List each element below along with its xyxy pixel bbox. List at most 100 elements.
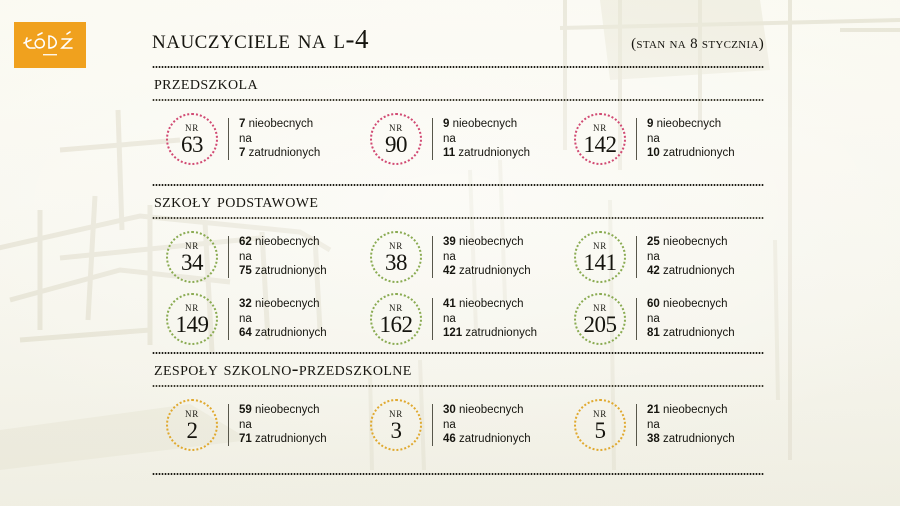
employed-count: 11 — [443, 147, 456, 160]
employed-word: zatrudnionych — [663, 265, 735, 278]
absent-word: nieobecnych — [459, 236, 524, 249]
dotted-ring-icon — [574, 231, 626, 283]
entry-cell[interactable]: NR 162 41 nieobecnych na 121 zatrudniony… — [356, 291, 560, 347]
section-rule-bottom — [152, 99, 764, 101]
entry-cell[interactable]: NR 142 9 nieobecnych na 10 zatrudnionych — [560, 111, 764, 167]
section-rule-top — [152, 184, 764, 186]
entry-cell[interactable]: NR 3 30 nieobecnych na 46 zatrudnionych — [356, 397, 560, 453]
absent-count: 7 — [239, 118, 246, 131]
na-word: na — [647, 250, 660, 263]
absent-word: nieobecnych — [459, 404, 524, 417]
absent-count: 21 — [647, 404, 660, 417]
entry-stats: 59 nieobecnych na 71 zatrudnionych — [239, 403, 327, 447]
na-word: na — [239, 250, 252, 263]
school-number-badge: NR 2 — [166, 399, 218, 451]
absent-count: 9 — [443, 118, 450, 131]
employed-word: zatrudnionych — [255, 265, 327, 278]
entry-cell[interactable]: NR 90 9 nieobecnych na 11 zatrudnionych — [356, 111, 560, 167]
na-word: na — [443, 132, 456, 145]
employed-word: zatrudnionych — [248, 147, 321, 160]
cell-divider — [432, 236, 433, 278]
entry-cell[interactable]: NR 5 21 nieobecnych na 38 zatrudnionych — [560, 397, 764, 453]
dotted-ring-icon — [166, 399, 218, 451]
employed-word: zatrudnionych — [459, 433, 531, 446]
employed-count: 64 — [239, 327, 252, 340]
absent-count: 39 — [443, 236, 456, 249]
dotted-ring-icon — [574, 113, 626, 165]
entry-cell[interactable]: NR 2 59 nieobecnych na 71 zatrudnionych — [152, 397, 356, 453]
bottom-rule — [152, 473, 764, 475]
entry-cell[interactable]: NR 38 39 nieobecnych na 42 zatrudnionych — [356, 229, 560, 285]
section-rule-top — [152, 352, 764, 354]
na-word: na — [443, 418, 456, 431]
section-rows: NR 34 62 nieobecnych na 75 zatrudnionych — [152, 229, 764, 347]
entry-stats: 7 nieobecnych na 7 zatrudnionych — [239, 117, 320, 161]
absent-word: nieobecnych — [255, 236, 320, 249]
absent-word: nieobecnych — [663, 236, 728, 249]
entry-stats: 62 nieobecnych na 75 zatrudnionych — [239, 235, 327, 279]
employed-count: 42 — [443, 265, 456, 278]
absent-count: 59 — [239, 404, 252, 417]
absent-word: nieobecnych — [656, 118, 722, 131]
section-heading: Szkoły Podstawowe — [154, 190, 319, 212]
dotted-ring-icon — [574, 293, 626, 345]
entry-cell[interactable]: NR 63 7 nieobecnych na 7 zatrudnionych — [152, 111, 356, 167]
page-subtitle: (stan na 8 stycznia) — [631, 36, 764, 52]
employed-word: zatrudnionych — [255, 433, 327, 446]
absent-count: 41 — [443, 298, 456, 311]
cell-divider — [228, 118, 229, 160]
section-rows: NR 63 7 nieobecnych na 7 zatrudnionych — [152, 111, 764, 167]
dotted-ring-icon — [370, 113, 422, 165]
entry-stats: 60 nieobecnych na 81 zatrudnionych — [647, 297, 735, 341]
school-number-badge: NR 63 — [166, 113, 218, 165]
employed-count: 71 — [239, 433, 252, 446]
school-number-badge: NR 162 — [370, 293, 422, 345]
entry-cell[interactable]: NR 34 62 nieobecnych na 75 zatrudnionych — [152, 229, 356, 285]
cell-divider — [228, 298, 229, 340]
school-number-badge: NR 205 — [574, 293, 626, 345]
cell-divider — [228, 404, 229, 446]
entry-stats: 39 nieobecnych na 42 zatrudnionych — [443, 235, 531, 279]
employed-word: zatrudnionych — [663, 433, 735, 446]
section-przedszkola: Przedszkola NR 63 7 nieobecnych na — [152, 66, 764, 167]
employed-count: 42 — [647, 265, 660, 278]
entry-stats: 21 nieobecnych na 38 zatrudnionych — [647, 403, 735, 447]
employed-count: 121 — [443, 327, 463, 340]
absent-word: nieobecnych — [452, 118, 518, 131]
entry-stats: 25 nieobecnych na 42 zatrudnionych — [647, 235, 735, 279]
entry-stats: 9 nieobecnych na 11 zatrudnionych — [443, 117, 530, 161]
na-word: na — [647, 312, 660, 325]
employed-word: zatrudnionych — [465, 327, 537, 340]
entry-cell[interactable]: NR 149 32 nieobecnych na 64 zatrudnionyc… — [152, 291, 356, 347]
absent-count: 32 — [239, 298, 252, 311]
dotted-ring-icon — [166, 113, 218, 165]
na-word: na — [239, 132, 252, 145]
na-word: na — [647, 132, 660, 145]
school-number-badge: NR 90 — [370, 113, 422, 165]
absent-word: nieobecnych — [459, 298, 524, 311]
entry-stats: 30 nieobecnych na 46 zatrudnionych — [443, 403, 531, 447]
cell-divider — [636, 298, 637, 340]
section-rows: NR 2 59 nieobecnych na 71 zatrudnionych — [152, 397, 764, 453]
absent-count: 9 — [647, 118, 654, 131]
absent-count: 25 — [647, 236, 660, 249]
lodz-logo — [14, 22, 86, 68]
dotted-ring-icon — [370, 231, 422, 283]
dotted-ring-icon — [370, 399, 422, 451]
absent-word: nieobecnych — [663, 298, 728, 311]
cell-divider — [636, 404, 637, 446]
na-word: na — [443, 312, 456, 325]
entry-cell[interactable]: NR 141 25 nieobecnych na 42 zatrudnionyc… — [560, 229, 764, 285]
dotted-ring-icon — [166, 293, 218, 345]
employed-word: zatrudnionych — [255, 327, 327, 340]
school-number-badge: NR 149 — [166, 293, 218, 345]
school-number-badge: NR 34 — [166, 231, 218, 283]
entry-stats: 9 nieobecnych na 10 zatrudnionych — [647, 117, 735, 161]
employed-word: zatrudnionych — [459, 265, 531, 278]
entry-cell[interactable]: NR 205 60 nieobecnych na 81 zatrudnionyc… — [560, 291, 764, 347]
na-word: na — [239, 418, 252, 431]
absent-word: nieobecnych — [248, 118, 314, 131]
na-word: na — [647, 418, 660, 431]
na-word: na — [239, 312, 252, 325]
